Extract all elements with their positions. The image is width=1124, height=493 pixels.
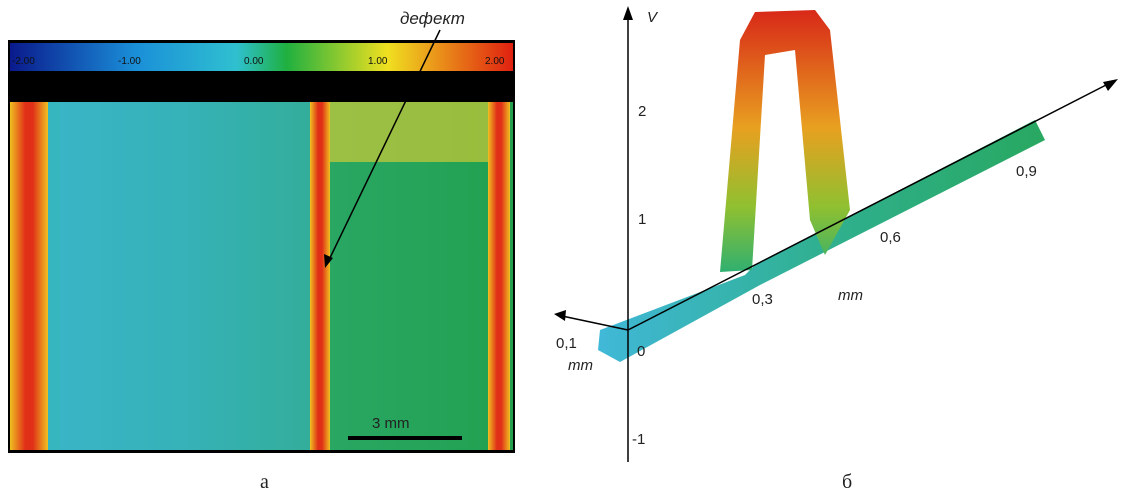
arrow-head [1103,79,1118,91]
colorbar-label: 2.00 [485,56,505,67]
axis-title: mm [568,357,593,374]
tick-label: 1 [638,211,646,228]
edge-stripe [10,102,48,450]
origin-label: 0 [637,343,645,360]
scale-bar-label: 3 mm [372,415,410,432]
tick-label: 0,3 [752,291,773,308]
colorbar-label: -2.00 [12,56,35,67]
region [60,102,310,450]
edge-stripe [488,102,510,450]
colorbar-label: -1.00 [118,56,141,67]
colorbar-label: 0.00 [244,56,264,67]
tick-label: -1 [632,431,645,448]
figure: -2.00 -1.00 0.00 1.00 2.00 3 mm дефект а… [0,0,1124,493]
colorbar-label: 1.00 [368,56,388,67]
defect-stripe [310,102,330,450]
arrow-head [623,6,633,20]
region [330,102,490,162]
width-axis [562,316,628,330]
surface-peak [720,10,850,272]
annotation: дефект [400,9,465,28]
panel-label: б [842,471,852,493]
axis-title: V [647,9,659,26]
tick-label: 0,9 [1016,163,1037,180]
axis-title: mm [838,287,863,304]
arrow-head [554,310,566,321]
tick-label: 0,1 [556,335,577,352]
tick-label: 0,6 [880,229,901,246]
panel-b: V 2 1 -1 0,3 0,6 0,9 mm 0,1 mm 0 б [554,6,1118,493]
tick-label: 2 [638,103,646,120]
panel-a: -2.00 -1.00 0.00 1.00 2.00 3 mm дефект а [8,9,515,493]
length-axis [628,84,1108,330]
panel-label: а [260,471,269,493]
